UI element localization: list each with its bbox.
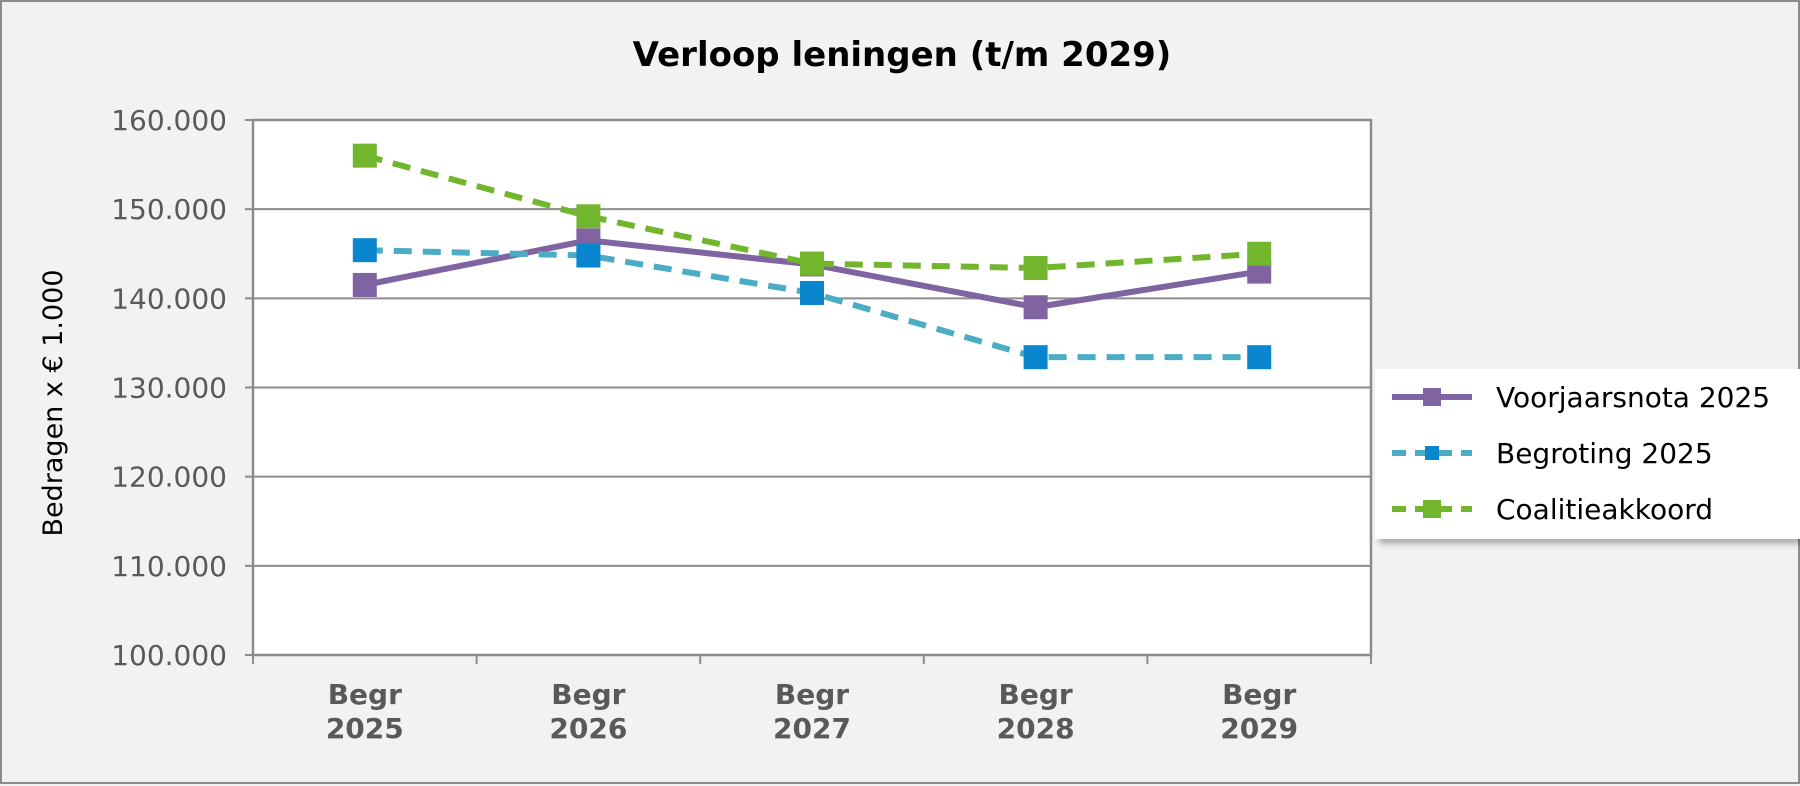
legend-marker	[1425, 446, 1439, 460]
legend-label: Coalitieakkoord	[1496, 493, 1713, 526]
y-tick-label: 130.000	[111, 372, 227, 405]
y-tick-label: 120.000	[111, 461, 227, 494]
data-point	[1247, 241, 1272, 266]
y-axis-label: Bedragen x € 1.000	[38, 270, 69, 537]
plot-area: 100.000 110.000 120.000 130.000 140.000 150.0…	[111, 104, 1373, 745]
series-line	[364, 152, 1260, 272]
y-tick-label: 150.000	[111, 193, 227, 226]
data-point	[1023, 295, 1048, 320]
data-point	[576, 204, 601, 229]
x-tick-label: Begr 2026	[549, 678, 627, 745]
legend: Voorjaarsnota 2025 Begroting 2025 Coalitie…	[1375, 369, 1800, 539]
data-point	[1023, 256, 1048, 281]
legend-label: Voorjaarsnota 2025	[1496, 381, 1770, 414]
x-tick-label: Begr 2028	[997, 678, 1075, 745]
y-tick-label: 100.000	[111, 639, 227, 672]
legend-marker	[1423, 500, 1441, 518]
y-tick-label: 140.000	[111, 282, 227, 315]
y-tick-label: 160.000	[111, 104, 227, 137]
data-point	[576, 243, 601, 268]
data-point	[800, 251, 824, 276]
chart-title: Verloop leningen (t/m 2029)	[633, 35, 1172, 75]
legend-label: Begroting 2025	[1496, 437, 1713, 470]
data-point	[352, 238, 377, 263]
data-point	[352, 272, 377, 297]
data-point	[1247, 345, 1272, 370]
data-point	[352, 143, 377, 168]
x-tick-label: Begr 2029	[1220, 678, 1298, 745]
x-tick-label: Begr 2027	[773, 678, 851, 745]
y-tick-label: 110.000	[111, 550, 227, 583]
plot-border	[251, 118, 1373, 657]
legend-marker	[1423, 388, 1441, 406]
x-tick-label: Begr 2025	[326, 678, 404, 745]
data-point	[1023, 345, 1048, 370]
data-point	[800, 280, 824, 305]
